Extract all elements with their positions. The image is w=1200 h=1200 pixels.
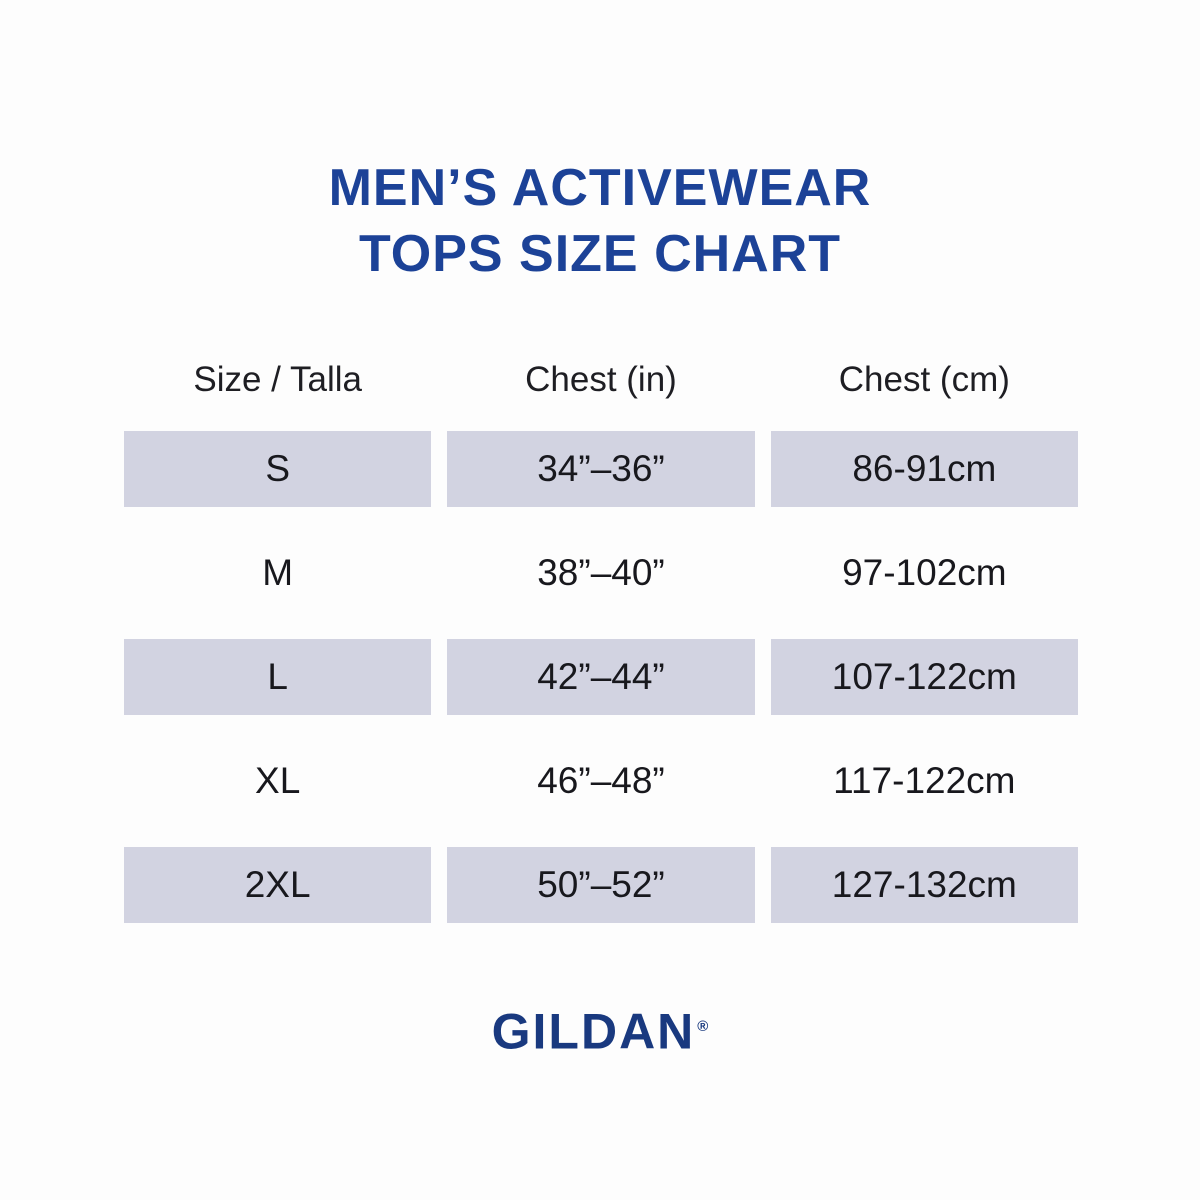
chest-in-cell-l: 42”–44” xyxy=(447,639,755,715)
size-table: S 34”–36” 86-91cm M 38”–40” 97-102cm L 4… xyxy=(124,431,1078,923)
title-line-1: MEN’S ACTIVEWEAR xyxy=(328,159,872,217)
page-title: MEN’S ACTIVEWEAR TOPS SIZE CHART xyxy=(0,155,1200,287)
chest-in-cell-s: 34”–36” xyxy=(447,431,755,507)
chest-in-cell-xl: 46”–48” xyxy=(537,760,665,801)
size-cell-2xl: 2XL xyxy=(124,847,432,923)
chest-cm-cell-xl: 117-122cm xyxy=(833,760,1016,801)
size-cell-m: M xyxy=(262,552,294,593)
chest-cm-cell-m: 97-102cm xyxy=(842,552,1007,593)
chest-cm-cell-s: 86-91cm xyxy=(770,431,1078,507)
size-cell-s: S xyxy=(124,431,432,507)
registered-mark-icon: ® xyxy=(697,1018,709,1035)
column-header-size: Size / Talla xyxy=(193,360,362,399)
chest-in-cell-2xl: 50”–52” xyxy=(447,847,755,923)
chest-in-cell-m: 38”–40” xyxy=(537,552,665,593)
table-header-row: Size / Talla Chest (in) Chest (cm) xyxy=(124,356,1078,404)
brand-logo: GILDAN ® xyxy=(0,998,1200,1061)
chest-cm-cell-2xl: 127-132cm xyxy=(770,847,1078,923)
title-line-2: TOPS SIZE CHART xyxy=(358,225,842,283)
brand-name: GILDAN xyxy=(491,1003,696,1060)
size-cell-l: L xyxy=(124,639,432,715)
chest-cm-cell-l: 107-122cm xyxy=(770,639,1078,715)
column-header-chest-cm: Chest (cm) xyxy=(838,360,1010,399)
column-header-chest-in: Chest (in) xyxy=(525,360,677,399)
size-cell-xl: XL xyxy=(255,760,301,801)
